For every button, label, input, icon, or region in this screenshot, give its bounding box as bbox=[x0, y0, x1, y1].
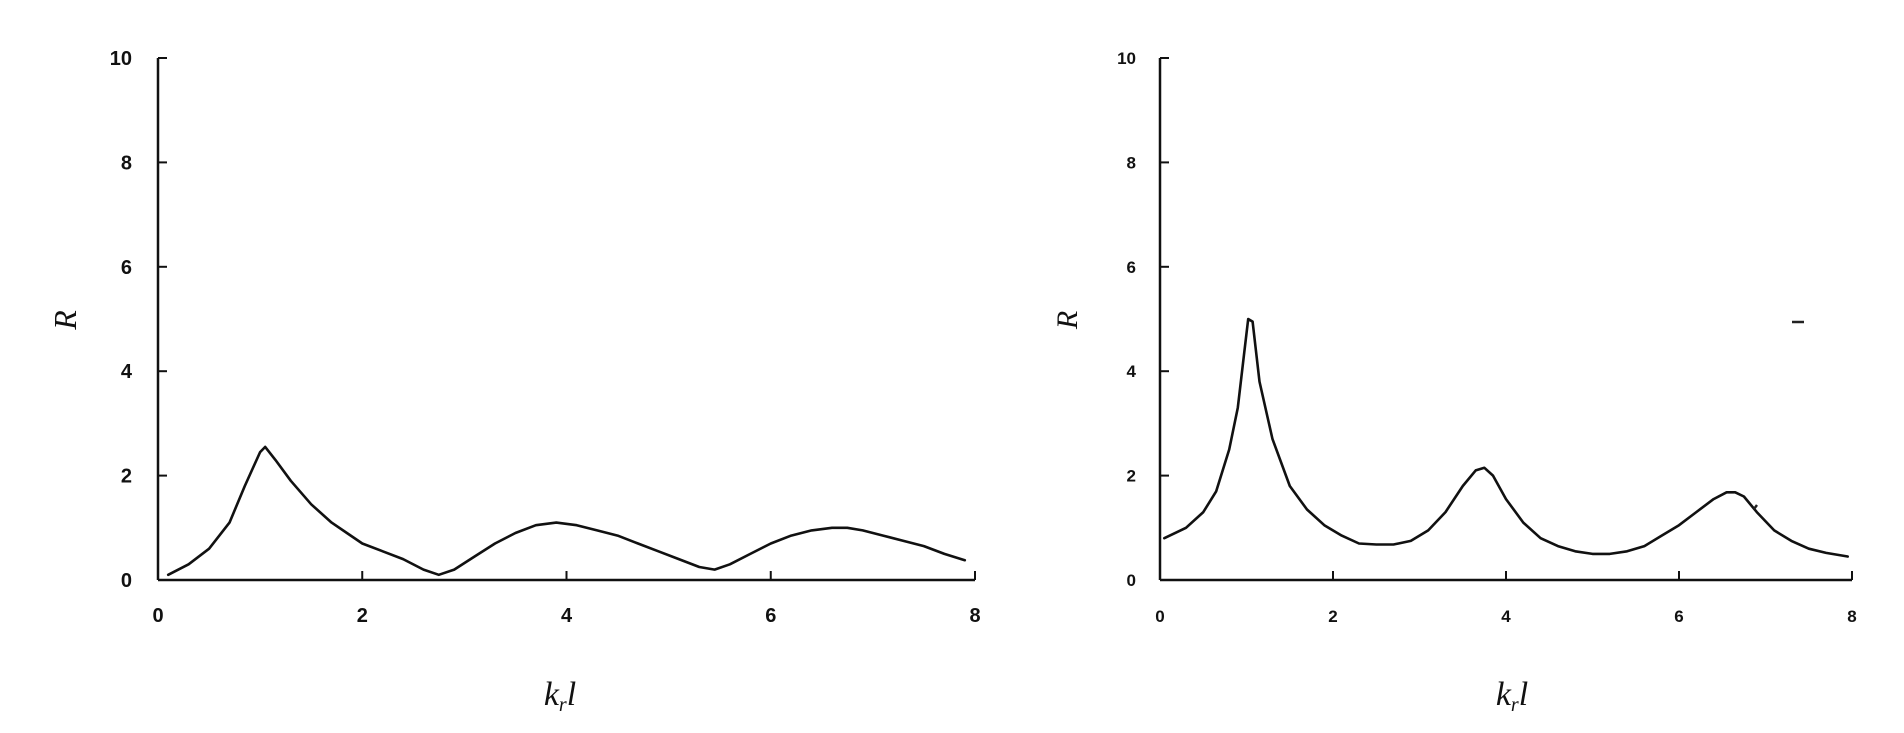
x-tick-label: 2 bbox=[1328, 607, 1337, 626]
x-tick-label: 8 bbox=[1847, 607, 1856, 626]
x-tick-label: 6 bbox=[1674, 607, 1683, 626]
y-axis-label: R bbox=[1051, 311, 1084, 330]
y-tick-label: 8 bbox=[121, 152, 132, 174]
stray-mark bbox=[1753, 504, 1758, 510]
y-tick-label: 2 bbox=[1127, 467, 1136, 486]
y-tick-label: 10 bbox=[110, 48, 132, 70]
y-axis-label: R bbox=[47, 310, 83, 331]
y-tick-label: 10 bbox=[1117, 49, 1136, 68]
y-tick-label: 4 bbox=[121, 361, 133, 383]
x-axis-label: krl bbox=[544, 676, 576, 716]
x-tick-label: 4 bbox=[561, 605, 573, 627]
x-tick-label: 4 bbox=[1501, 607, 1511, 626]
x-axis-label: krl bbox=[1496, 676, 1528, 716]
y-tick-label: 8 bbox=[1127, 153, 1136, 172]
series-line bbox=[166, 445, 967, 577]
y-tick-label: 0 bbox=[1127, 571, 1136, 590]
x-tick-label: 0 bbox=[152, 605, 163, 627]
y-tick-label: 6 bbox=[1127, 258, 1136, 277]
x-tick-label: 8 bbox=[969, 605, 980, 627]
y-tick-label: 2 bbox=[121, 466, 132, 488]
x-tick-label: 2 bbox=[357, 605, 368, 627]
series-line bbox=[1163, 317, 1849, 558]
x-tick-label: 0 bbox=[1155, 607, 1164, 626]
y-tick-label: 6 bbox=[121, 257, 132, 279]
y-tick-label: 4 bbox=[1127, 362, 1137, 381]
y-tick-label: 0 bbox=[121, 570, 132, 592]
x-tick-label: 6 bbox=[765, 605, 776, 627]
